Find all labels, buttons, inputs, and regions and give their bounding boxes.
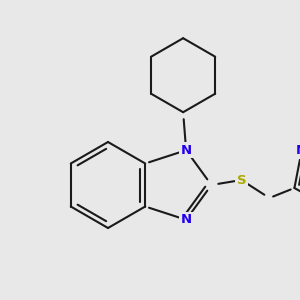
Text: N: N <box>296 144 300 157</box>
Text: N: N <box>181 144 192 157</box>
Text: S: S <box>237 173 246 187</box>
Text: N: N <box>181 213 192 226</box>
